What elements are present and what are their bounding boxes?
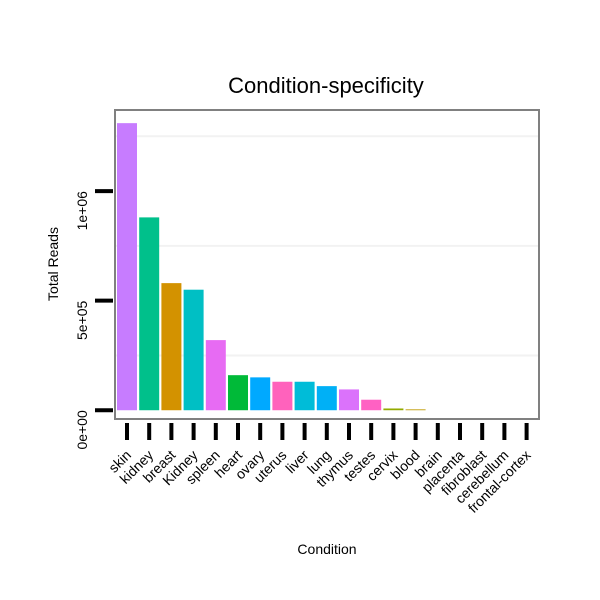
bar-skin bbox=[117, 123, 137, 411]
chart-title: Condition-specificity bbox=[228, 73, 424, 98]
y-tick-label-0: 0e+00 bbox=[74, 410, 90, 450]
bar-testes bbox=[361, 399, 382, 411]
bar-cervix bbox=[383, 408, 404, 411]
y-axis: 0e+00 5e+05 1e+06 bbox=[74, 189, 113, 450]
x-axis-title: Condition bbox=[297, 541, 356, 557]
y-axis-title: Total Reads bbox=[45, 227, 61, 301]
x-axis: skinkidneybreastKidneyspleenheartovaryut… bbox=[105, 423, 534, 516]
bar-kidney bbox=[139, 217, 160, 411]
bar-liver bbox=[294, 381, 315, 411]
bar-thymus bbox=[339, 389, 359, 411]
bars bbox=[117, 123, 426, 411]
y-tick-label-1: 5e+05 bbox=[74, 300, 90, 340]
y-tick-label-2: 1e+06 bbox=[74, 191, 90, 231]
bar-spleen bbox=[205, 340, 226, 411]
plot-panel bbox=[114, 109, 540, 420]
bar-breast bbox=[161, 283, 182, 411]
bar-heart bbox=[228, 375, 248, 411]
bar-lung bbox=[316, 386, 337, 411]
bar-uterus bbox=[272, 381, 293, 411]
bar-Kidney bbox=[183, 289, 204, 411]
bar-ovary bbox=[250, 377, 271, 411]
bar-blood bbox=[405, 409, 426, 411]
